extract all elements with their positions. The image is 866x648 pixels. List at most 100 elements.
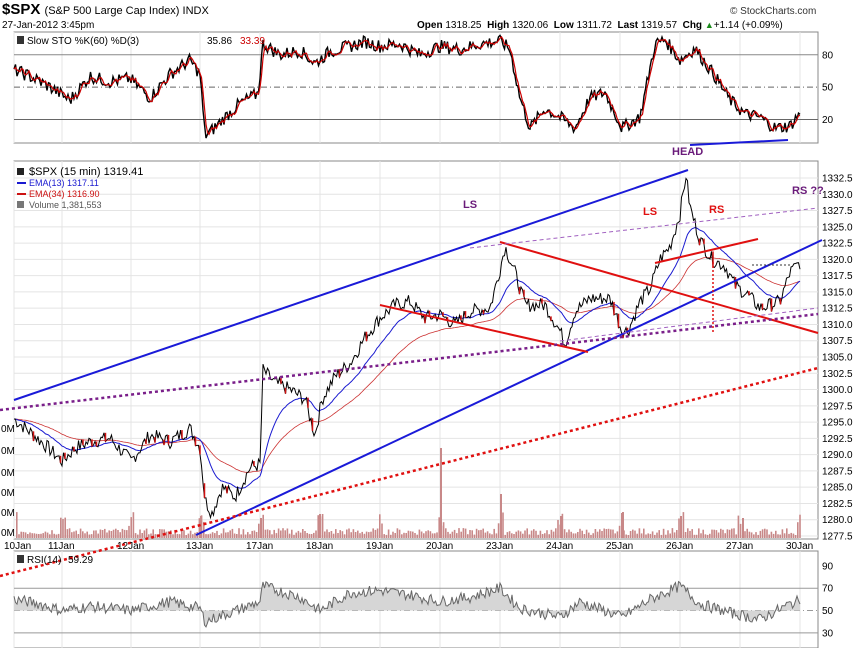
volume-bar xyxy=(713,529,715,538)
volume-bar xyxy=(588,532,590,538)
date-label: 27Jan xyxy=(726,541,753,552)
volume-bar xyxy=(374,529,377,538)
volume-bar xyxy=(335,529,337,538)
volume-bar xyxy=(458,528,460,538)
volume-bar xyxy=(53,533,55,538)
volume-bar xyxy=(117,530,119,538)
volume-bar xyxy=(66,529,69,538)
volume-bar xyxy=(341,531,344,538)
volume-bar xyxy=(636,533,638,538)
volume-bar xyxy=(669,533,671,538)
volume-bar xyxy=(605,529,608,538)
rsi-area xyxy=(13,580,801,628)
volume-bar xyxy=(491,534,493,538)
volume-bar xyxy=(339,530,341,538)
volume-bar xyxy=(412,531,414,538)
ls-low-red xyxy=(379,304,589,353)
volume-bar xyxy=(788,533,790,538)
volume-bar xyxy=(750,532,753,538)
volume-bar xyxy=(614,533,616,538)
volume-bar xyxy=(297,530,300,538)
volume-bar xyxy=(577,532,579,538)
volume-tick: 0M xyxy=(1,468,15,479)
high-label: High xyxy=(487,20,510,31)
volume-bar xyxy=(390,534,392,538)
volume-bar xyxy=(517,530,520,538)
volume-bar xyxy=(306,533,308,538)
volume-bar xyxy=(205,534,207,538)
volume-bar xyxy=(231,528,234,538)
volume-bar xyxy=(348,528,350,538)
date-label: 24Jan xyxy=(546,541,573,552)
volume-bar xyxy=(150,533,152,538)
volume-bar xyxy=(82,531,84,538)
volume-bar xyxy=(350,532,352,538)
volume-bar xyxy=(548,534,550,538)
volume-bar xyxy=(603,528,605,538)
volume-bar xyxy=(321,514,324,538)
volume-bar xyxy=(779,534,781,538)
volume-bar xyxy=(187,533,190,538)
sto-k-value: 35.86 xyxy=(207,36,232,47)
volume-bar xyxy=(647,533,649,538)
volume-bar xyxy=(51,530,53,538)
volume-bar xyxy=(775,530,777,538)
volume-bar xyxy=(277,528,280,538)
volume-bar xyxy=(572,533,575,538)
volume-bar xyxy=(640,533,643,538)
price-tick: 1295.0 xyxy=(822,418,853,429)
volume-bar xyxy=(18,534,20,538)
volume-bar xyxy=(376,528,379,538)
volume-bar xyxy=(238,528,240,538)
price-tick: 1285.0 xyxy=(822,483,853,494)
volume-bar xyxy=(649,533,652,538)
volume-bar xyxy=(645,534,647,538)
volume-bar xyxy=(218,535,220,538)
volume-bar xyxy=(251,530,253,538)
volume-bar xyxy=(684,532,687,538)
volume-bar xyxy=(552,531,555,538)
volume-bar xyxy=(724,533,726,538)
volume-bar xyxy=(361,531,363,538)
volume-bar xyxy=(555,528,557,538)
rsi-axis: 90 70 50 30 xyxy=(822,561,834,639)
volume-bar xyxy=(363,533,366,538)
volume-bar xyxy=(594,529,597,538)
volume-bar xyxy=(425,531,427,538)
volume-bar xyxy=(165,531,168,538)
volume-bar xyxy=(790,532,792,538)
trendlines xyxy=(0,139,823,578)
sto-legend-swatch xyxy=(17,36,24,44)
purple-dotted-1 xyxy=(0,312,819,412)
volume-bar xyxy=(104,528,106,538)
price-tick: 1320.0 xyxy=(822,255,853,266)
open-label: Open xyxy=(417,20,443,31)
legend-entry: Volume 1,381,553 xyxy=(29,200,102,210)
volume-bar xyxy=(284,530,286,538)
sto-tick: 50 xyxy=(822,83,834,94)
volume-bar xyxy=(722,529,724,538)
volume-bar xyxy=(209,533,212,538)
volume-bar xyxy=(489,533,491,538)
volume-bar xyxy=(629,531,632,538)
volume-bar xyxy=(695,534,698,538)
volume-bar xyxy=(365,531,368,538)
volume-bar xyxy=(616,531,619,538)
volume-bar xyxy=(667,530,669,538)
volume-bar xyxy=(112,529,115,538)
volume-bar xyxy=(317,515,319,538)
volume-bar xyxy=(282,528,284,538)
volume-bar xyxy=(662,528,665,538)
volume-bar xyxy=(570,531,572,538)
volume-bar xyxy=(211,532,214,538)
volume-bar xyxy=(64,517,66,538)
volume-bar xyxy=(308,533,311,538)
volume-bar xyxy=(528,534,531,538)
volume-bar xyxy=(405,533,407,538)
volume-bar xyxy=(141,533,143,538)
date-label: 13Jan xyxy=(186,541,213,552)
volume-bar xyxy=(220,533,223,538)
volume-bar xyxy=(700,533,702,538)
volume-bar xyxy=(610,529,612,538)
volume-bar xyxy=(676,530,678,538)
